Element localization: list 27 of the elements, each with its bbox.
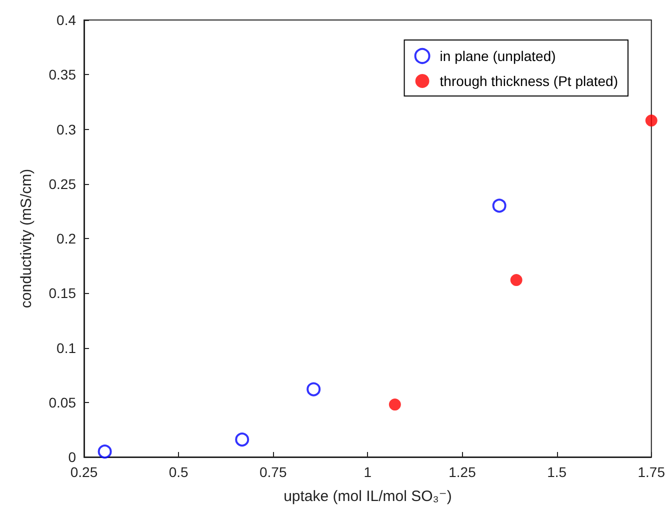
point [388,398,401,411]
point [492,198,506,213]
y-tick-label: 0.3 [56,121,76,138]
legend-label: in plane (unplated) [440,48,556,64]
x-tick-label: 0.75 [260,464,287,480]
x-tick-label: 1.75 [638,464,666,480]
legend-label: through thickness (Pt plated) [440,73,618,89]
y-tick-label: 0.2 [56,230,76,246]
y-tick-label: 0.05 [48,394,76,410]
y-tick-label: 0.4 [56,12,76,28]
y-axis-title: conductivity (mS/cm) [18,168,35,308]
point [645,114,658,127]
point [235,432,250,447]
point [510,274,522,286]
point [98,444,112,459]
x-tick-label: 1.25 [448,464,476,480]
y-tick-label: 0.15 [48,285,76,302]
y-tick-label: 0.1 [56,340,76,356]
x-axis-title: uptake (mol IL/mol SO₃⁻) [284,488,452,505]
x-tick-label: 1.5 [547,464,567,480]
x-tick-label: 0.5 [168,464,189,480]
x-tick-label: 0.25 [70,464,98,480]
y-tick-label: 0 [68,449,76,465]
y-tick-label: 0.35 [48,66,76,83]
point [306,382,321,396]
x-tick-label: 1 [364,464,372,480]
y-tick-label: 0.25 [48,176,76,192]
